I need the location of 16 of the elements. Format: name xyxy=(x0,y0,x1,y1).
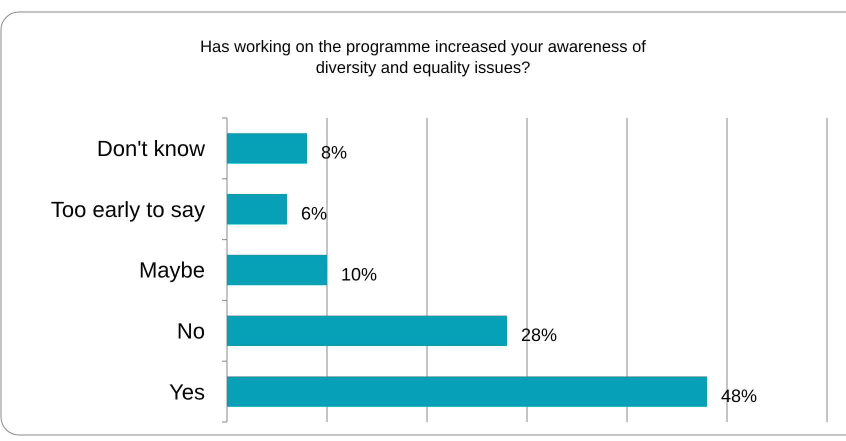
bar xyxy=(227,194,287,224)
y-tick-label: Too early to say xyxy=(50,196,205,222)
bar xyxy=(227,254,327,286)
y-tick-label: Maybe xyxy=(138,258,205,283)
y-tick-label: Yes xyxy=(169,379,205,404)
bar xyxy=(227,376,707,407)
data-label: 48% xyxy=(721,386,758,406)
data-label: 10% xyxy=(341,264,378,284)
y-tick-label: No xyxy=(176,318,205,344)
data-label: 28% xyxy=(521,325,558,346)
data-label: 6% xyxy=(301,204,328,224)
chart-title: Has working on the programme increased your awareness of diversity and equality issues? xyxy=(200,38,646,77)
bar xyxy=(227,133,307,164)
bar xyxy=(227,316,507,346)
data-label: 8% xyxy=(321,142,348,163)
y-tick-label: Don't know xyxy=(96,136,206,162)
